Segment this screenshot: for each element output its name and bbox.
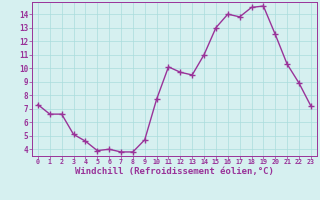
X-axis label: Windchill (Refroidissement éolien,°C): Windchill (Refroidissement éolien,°C) (75, 167, 274, 176)
